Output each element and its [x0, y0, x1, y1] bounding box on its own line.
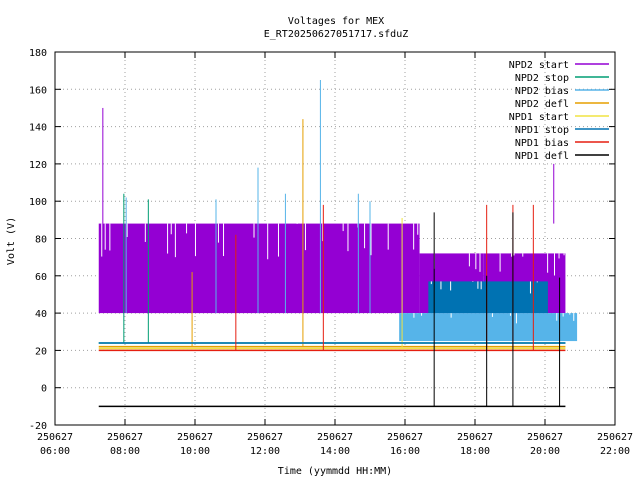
y-tick-label: 100 [29, 197, 47, 208]
series-npd1-defl [98, 212, 566, 408]
series-band [428, 281, 548, 314]
y-tick-label: -20 [29, 421, 47, 432]
legend-label: NPD2 start [509, 60, 569, 71]
legend: NPD2 start NPD2 stop NPD2 bias NPD2 defl NPD… [509, 60, 609, 162]
legend-label: NPD2 stop [515, 73, 569, 84]
x-tick-date-label: 250627 [527, 432, 563, 443]
y-tick-label: 140 [29, 123, 47, 134]
y-tick-label: 20 [35, 346, 47, 357]
y-tick-label: 120 [29, 160, 47, 171]
x-tick-time-label: 16:00 [390, 446, 420, 457]
y-tick-label: 180 [29, 48, 47, 59]
x-tick-date-label: 250627 [177, 432, 213, 443]
x-tick-date-label: 250627 [387, 432, 423, 443]
x-tick-time-label: 10:00 [180, 446, 210, 457]
series-band [399, 313, 578, 342]
series-npd1-stop [98, 281, 566, 344]
x-tick-date-label: 250627 [107, 432, 143, 443]
legend-label: NPD1 stop [515, 125, 569, 136]
y-tick-label: 80 [35, 235, 47, 246]
y-axis-label: Volt (V) [6, 217, 17, 265]
x-tick-time-label: 18:00 [460, 446, 490, 457]
series-npd2-defl [98, 119, 566, 348]
legend-label: NPD1 bias [515, 138, 569, 149]
series-npd1-start [98, 217, 566, 350]
x-tick-time-label: 22:00 [600, 446, 630, 457]
chart-subtitle: E_RT20250627051717.sfduZ [264, 29, 409, 40]
x-tick-date-label: 250627 [457, 432, 493, 443]
series-npd2-bias [125, 79, 578, 342]
x-tick-time-label: 12:00 [250, 446, 280, 457]
x-axis-label: Time (yymmdd HH:MM) [278, 466, 392, 477]
x-tick-time-label: 14:00 [320, 446, 350, 457]
series-band [98, 223, 420, 314]
x-tick-time-label: 20:00 [530, 446, 560, 457]
x-tick-time-label: 08:00 [110, 446, 140, 457]
chart-title: Voltages for MEX [288, 16, 384, 27]
x-tick-date-label: 250627 [597, 432, 633, 443]
y-tick-label: 40 [35, 309, 47, 320]
x-tick-date-label: 250627 [37, 432, 73, 443]
legend-label: NPD1 defl [515, 151, 569, 162]
axis-ticks: -20 0 20 40 60 80 100 120 140 160 180 250627 06:00 25… [29, 48, 633, 457]
y-tick-label: 60 [35, 272, 47, 283]
legend-label: NPD1 start [509, 112, 569, 123]
x-tick-date-label: 250627 [317, 432, 353, 443]
series-group [98, 79, 578, 408]
legend-label: NPD2 bias [515, 86, 569, 97]
y-tick-label: 160 [29, 85, 47, 96]
x-tick-time-label: 06:00 [40, 446, 70, 457]
legend-label: NPD2 defl [515, 99, 569, 110]
y-tick-label: 0 [41, 384, 47, 395]
x-tick-date-label: 250627 [247, 432, 283, 443]
